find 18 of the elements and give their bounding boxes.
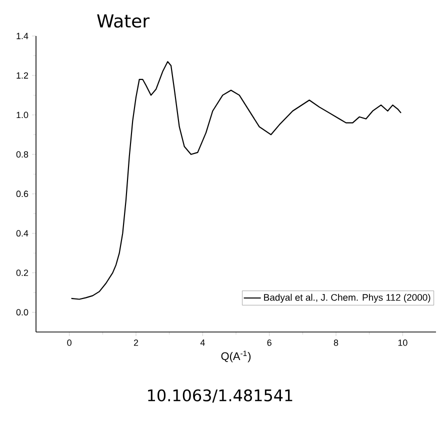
- y-tick-label: 1.4: [16, 32, 28, 40]
- x-tick-label: 6: [267, 340, 272, 346]
- x-tick-label: 4: [200, 340, 205, 346]
- y-tick-label: 0.4: [16, 230, 28, 237]
- y-tick-label: 0.0: [16, 309, 28, 316]
- x-tick-label: 0: [67, 340, 72, 346]
- x-axis-title: Q(A$^{-1}$): [221, 350, 251, 362]
- y-tick-label: 0.8: [16, 151, 28, 158]
- chart-title: Water: [97, 14, 150, 28]
- y-tick-label: 0.2: [16, 270, 28, 276]
- x-tick-label: 2: [134, 340, 138, 346]
- text: 10.1063/1.481541: [148, 389, 292, 403]
- legend-label: Badyal et al., J. Chem. Phys 112 (2000): [264, 294, 430, 303]
- y-tick-label: 0.6: [16, 190, 28, 198]
- y-tick-label: 1.0: [16, 112, 28, 118]
- x-tick-label: 10: [398, 340, 408, 346]
- x-tick-label: 8: [334, 340, 338, 346]
- y-tick-label: 1.2: [16, 72, 28, 79]
